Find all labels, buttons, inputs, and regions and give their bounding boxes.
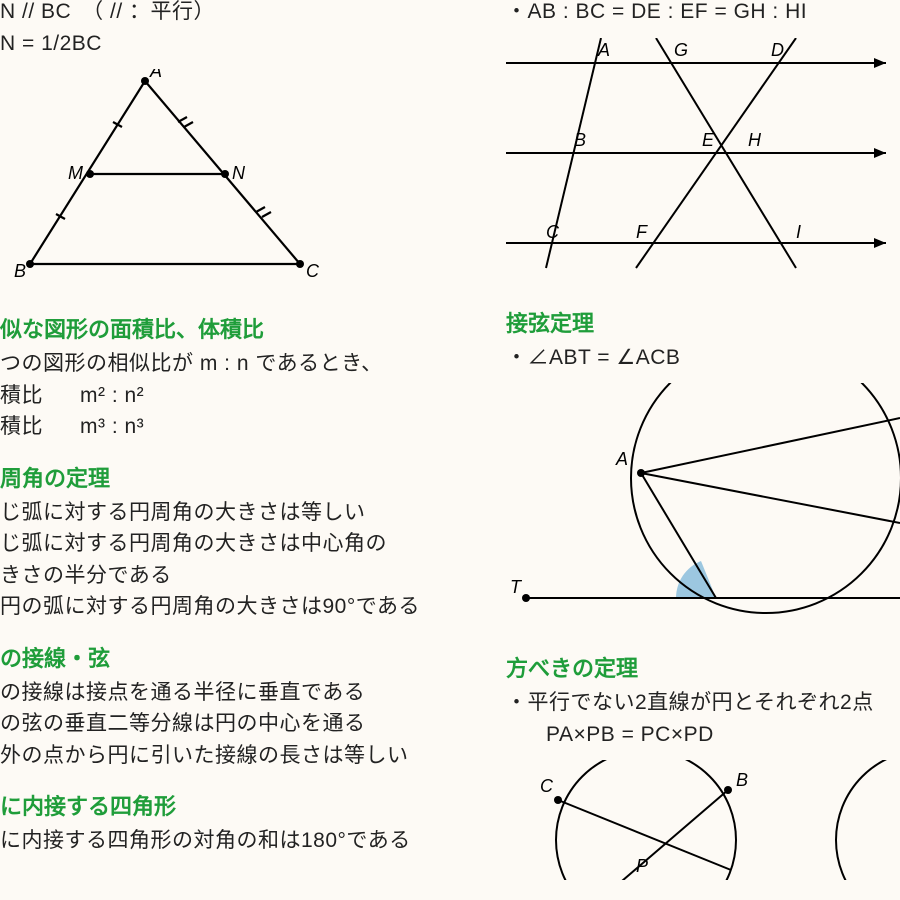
power-point-diagram: C B P	[506, 760, 900, 880]
label-M: M	[68, 163, 83, 183]
triangle-diagram: A B C M N	[0, 69, 340, 279]
inscribed-angle-l3: きさの半分である	[0, 560, 490, 592]
label-C3: C	[540, 776, 554, 796]
left-column: N // BC （ // ：平行） N = 1/2BC A	[0, 0, 490, 847]
ratio-area-value: m² : n²	[80, 380, 144, 412]
label-E: E	[702, 130, 715, 150]
label-B3: B	[736, 770, 748, 790]
label-A3: A	[615, 449, 628, 469]
cyclic-quad-l1: に内接する四角形の対角の和は180°である	[0, 825, 490, 857]
label-G: G	[674, 40, 688, 60]
cyclic-quad-heading: に内接する四角形	[0, 789, 490, 821]
ratio-area-label: 積比	[0, 380, 80, 412]
tangent-chord-l2: の弦の垂直二等分線は円の中心を通る	[0, 708, 490, 740]
page: N // BC （ // ：平行） N = 1/2BC A	[0, 0, 900, 900]
inscribed-angle-heading: 周角の定理	[0, 461, 490, 493]
label-I: I	[796, 222, 801, 242]
inscribed-angle-l1: じ弧に対する円周角の大きさは等しい	[0, 497, 490, 529]
label-A: A	[149, 69, 162, 81]
label-C: C	[306, 261, 320, 279]
parallel-lines-diagram: A G D B E H C F I	[506, 38, 900, 273]
label-B2: B	[574, 130, 586, 150]
label-F: F	[636, 222, 648, 242]
tangent-chord-l1: の接線は接点を通る半径に垂直である	[0, 677, 490, 709]
midsegment-line2: N = 1/2BC	[0, 32, 102, 55]
right-column: ・AB : BC = DE : EF = GH : HI A G D B E	[506, 0, 900, 895]
ratio-line1: つの図形の相似比が m : n であるとき、	[0, 348, 490, 380]
label-D: D	[771, 40, 784, 60]
label-A2: A	[597, 40, 610, 60]
ratio-heading: 似な図形の面積比、体積比	[0, 312, 490, 344]
midsegment-line1: N // BC （ // ：平行）	[0, 0, 215, 23]
tangent-chord-diagram: T A	[506, 383, 900, 618]
label-T: T	[510, 577, 523, 597]
inscribed-angle-l4: 円の弧に対する円周角の大きさは90°である	[0, 591, 490, 623]
inscribed-angle-l2: じ弧に対する円周角の大きさは中心角の	[0, 528, 490, 560]
label-N: N	[232, 163, 246, 183]
tangent-angle-eq: ・∠ABT = ∠ACB	[506, 342, 900, 374]
power-point-eq: PA×PB = PC×PD	[506, 719, 900, 751]
power-point-heading: 方べきの定理	[506, 651, 900, 683]
label-C2: C	[546, 222, 560, 242]
ratio-vol-value: m³ : n³	[80, 411, 144, 443]
tangent-angle-heading: 接弦定理	[506, 306, 900, 338]
tangent-chord-l3: 外の点から円に引いた接線の長さは等しい	[0, 740, 490, 772]
label-B: B	[14, 261, 26, 279]
label-P: P	[636, 856, 648, 876]
label-H: H	[748, 130, 762, 150]
power-point-l1: ・平行でない2直線が円とそれぞれ2点	[506, 687, 900, 719]
parallel-ratio-eq: ・AB : BC = DE : EF = GH : HI	[506, 0, 807, 23]
ratio-vol-label: 積比	[0, 411, 80, 443]
tangent-chord-heading: の接線・弦	[0, 641, 490, 673]
